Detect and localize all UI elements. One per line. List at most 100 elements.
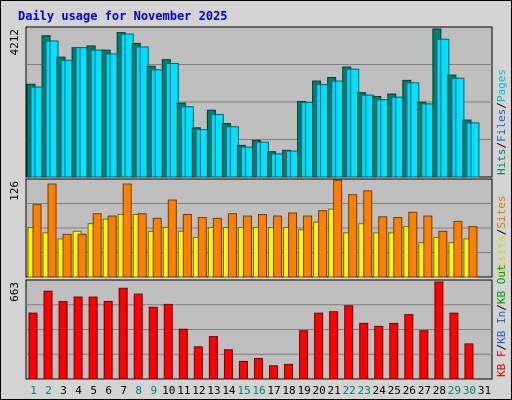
- day-label-15: 15: [237, 384, 250, 397]
- day-label-11: 11: [177, 384, 190, 397]
- bar-sites-day-8: [137, 213, 147, 278]
- legend-item-kb-f: KB F: [495, 351, 508, 378]
- bar-sites-day-3: [62, 233, 72, 278]
- bar-kb-f-day-21: [329, 311, 339, 380]
- bar-sites-day-9: [152, 217, 162, 278]
- bar-sites-day-4: [77, 233, 87, 278]
- bar-sites-day-11: [182, 214, 192, 278]
- day-label-21: 21: [328, 384, 341, 397]
- bar-sites-day-29: [453, 220, 463, 278]
- day-label-30: 30: [463, 384, 476, 397]
- day-label-14: 14: [222, 384, 236, 397]
- bar-kb-f-day-2: [43, 290, 53, 380]
- bar-sites-day-5: [92, 213, 102, 278]
- bar-sites-day-2: [47, 183, 57, 278]
- legend-kb: KB F/KB In/KB Out: [495, 264, 508, 377]
- bar-kb-f-day-12: [193, 346, 203, 380]
- day-label-17: 17: [267, 384, 280, 397]
- bar-kb-f-day-18: [284, 363, 294, 380]
- legend-item-: /: [495, 229, 508, 236]
- chart-title: Daily usage for November 2025: [18, 9, 228, 23]
- day-label-7: 7: [120, 384, 127, 397]
- bar-sites-day-19: [303, 215, 313, 278]
- bar-kb-f-day-11: [178, 328, 188, 380]
- bar-kb-f-day-30: [464, 343, 474, 380]
- bar-sites-day-28: [438, 230, 448, 278]
- bar-sites-day-21: [333, 179, 343, 278]
- day-label-23: 23: [358, 384, 371, 397]
- day-label-12: 12: [192, 384, 205, 397]
- bar-kb-f-day-3: [58, 300, 68, 380]
- legend-item-: /: [495, 102, 508, 109]
- legend-item-: /: [495, 344, 508, 351]
- legend-visits: Visits/Sites: [495, 196, 508, 276]
- day-label-27: 27: [418, 384, 431, 397]
- y-max-label-visits: 126: [8, 181, 21, 201]
- legend-item-sites: Sites: [495, 196, 508, 229]
- day-label-10: 10: [162, 384, 175, 397]
- bar-kb-f-day-26: [404, 314, 414, 380]
- bar-kb-f-day-28: [434, 281, 444, 380]
- bar-sites-day-16: [257, 214, 267, 278]
- legend-item-visits: Visits: [495, 235, 508, 275]
- day-label-28: 28: [433, 384, 446, 397]
- day-label-1: 1: [30, 384, 37, 397]
- day-label-8: 8: [135, 384, 142, 397]
- y-max-label-kb: 663: [8, 282, 21, 302]
- chart-panels: 4212Hits/Files/Pages126Visits/Sites663KB…: [8, 26, 508, 380]
- bar-kb-f-day-29: [449, 312, 459, 380]
- bar-kb-f-day-10: [163, 303, 173, 380]
- day-label-25: 25: [388, 384, 401, 397]
- day-label-18: 18: [282, 384, 295, 397]
- day-label-19: 19: [297, 384, 310, 397]
- bar-sites-day-23: [363, 190, 373, 278]
- bar-kb-f-day-16: [253, 358, 263, 380]
- day-label-20: 20: [313, 384, 326, 397]
- bar-sites-day-24: [378, 216, 388, 278]
- legend-item-kb-in: KB In: [495, 311, 508, 344]
- panel-visits: 126 Visits/Sites: [8, 178, 508, 278]
- bar-kb-f-day-19: [299, 330, 309, 380]
- legend-item-: /: [495, 142, 508, 149]
- bar-kb-f-day-25: [389, 322, 399, 380]
- day-label-6: 6: [105, 384, 112, 397]
- y-max-label-hits: 4212: [8, 29, 21, 56]
- bar-kb-f-day-9: [148, 306, 158, 380]
- day-label-24: 24: [373, 384, 387, 397]
- bar-sites-day-1: [32, 204, 42, 278]
- day-label-2: 2: [45, 384, 52, 397]
- bar-kb-f-day-8: [133, 293, 143, 380]
- bar-pages-day-30: [470, 122, 480, 178]
- bar-sites-day-10: [167, 199, 177, 278]
- bar-kb-f-day-7: [118, 287, 128, 380]
- bar-kb-f-day-24: [374, 325, 384, 380]
- legend-item-pages: Pages: [495, 69, 508, 102]
- legend-hits: Hits/Files/Pages: [495, 69, 508, 175]
- day-label-31: 31: [478, 384, 491, 397]
- day-axis-labels: 1 2 3 4 5 6 7 8 9 10 11 12 13 14 15 16 17 18 19 20 21 22 23 24 2…: [30, 384, 491, 397]
- legend-item-kb-out: KB Out: [495, 264, 508, 304]
- bar-kb-f-day-20: [314, 312, 324, 380]
- bar-kb-f-day-14: [223, 349, 233, 380]
- bar-sites-day-18: [288, 212, 298, 278]
- bar-sites-day-30: [468, 226, 478, 278]
- bar-sites-day-7: [122, 183, 132, 278]
- legend-item-: /: [495, 304, 508, 311]
- legend-item-hits: Hits: [495, 149, 508, 176]
- bar-sites-day-14: [227, 213, 237, 278]
- day-label-5: 5: [90, 384, 97, 397]
- bar-sites-day-26: [408, 211, 418, 278]
- day-label-9: 9: [150, 384, 157, 397]
- day-label-22: 22: [343, 384, 356, 397]
- bar-kb-f-day-4: [73, 296, 83, 380]
- day-label-4: 4: [75, 384, 82, 397]
- legend-item-files: Files: [495, 109, 508, 142]
- bar-kb-f-day-22: [344, 305, 354, 380]
- bar-kb-f-day-17: [269, 365, 279, 380]
- bar-sites-day-17: [273, 215, 283, 278]
- bar-kb-f-day-15: [238, 360, 248, 380]
- bar-kb-f-day-23: [359, 322, 369, 380]
- bar-sites-day-12: [197, 217, 207, 278]
